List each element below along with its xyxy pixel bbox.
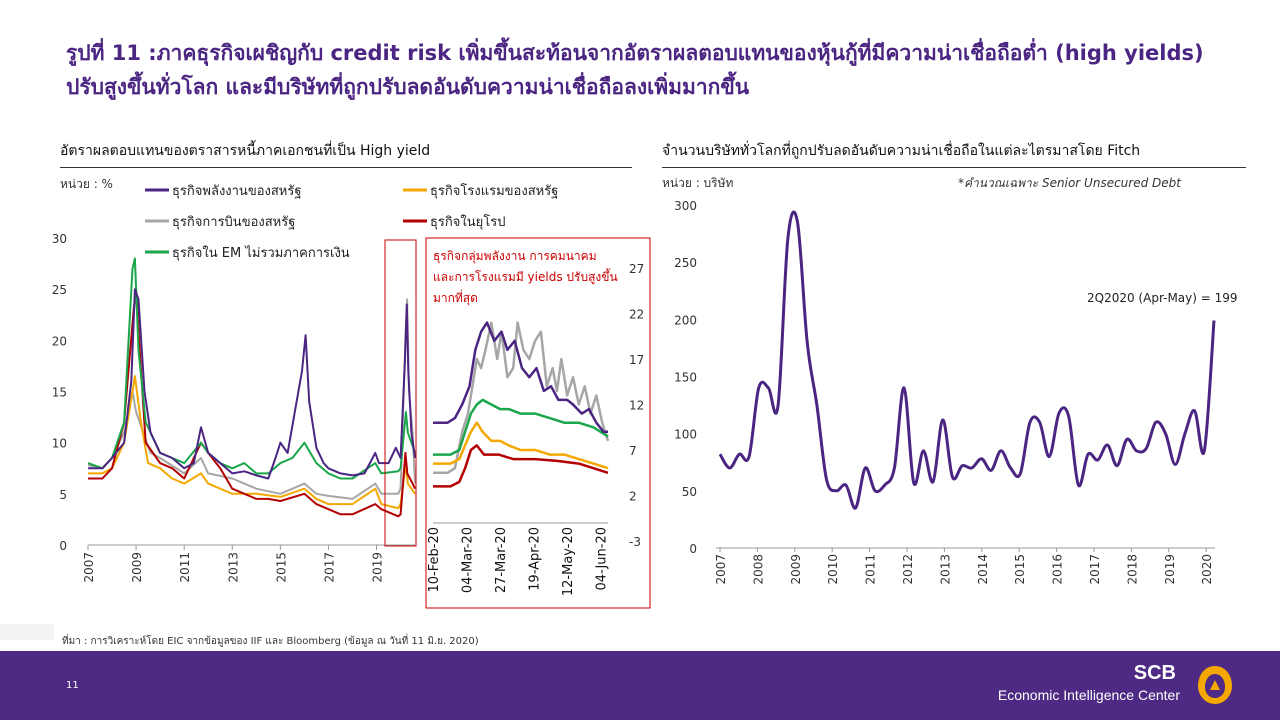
chart-high-yield-long: 0 5 10 15 20 25 30 2007 2009 2011 2013 2015 2017 2019 — [52, 232, 417, 583]
c3-x-tick: 2019 — [1163, 554, 1177, 585]
c2-annotation: ธุรกิจกลุ่มพลังงาน การคมนาคมและการโรงแรม… — [433, 249, 618, 306]
c2-annotation-line: ธุรกิจกลุ่มพลังงาน การคมนาคม — [433, 249, 597, 264]
source-note: ที่มา : การวิเคราะห์โดย EIC จากข้อมูลของ… — [62, 636, 479, 647]
c3-x-tick: 2020 — [1200, 554, 1214, 585]
c1-series-hotel — [88, 375, 416, 510]
right-panel-rule — [662, 167, 1246, 168]
legend: ธุรกิจพลังงานของสหรัฐ ธุรกิจโรงแรมของสหรั… — [145, 183, 558, 261]
c2-y-tick: 2 — [629, 490, 637, 504]
c2-y-tick: 22 — [629, 308, 644, 322]
brand-eic: Economic Intelligence Center — [997, 687, 1180, 703]
c2-x-tick: 12-May-20 — [561, 527, 576, 596]
c3-x-tick: 2010 — [826, 554, 840, 585]
right-panel-title: จำนวนบริษัททั่วโลกที่ถูกปรับลดอันดับความ… — [662, 143, 1141, 159]
c2-series-airline — [433, 321, 610, 475]
c2-series-energy — [433, 321, 608, 434]
c3-x-tick: 2014 — [976, 554, 990, 585]
c3-x-tick: 2016 — [1051, 554, 1065, 585]
c1-x-tick: 2007 — [82, 552, 96, 583]
c2-frame — [425, 237, 651, 609]
c1-x-tick: 2015 — [274, 552, 288, 583]
legend-label-hotel: ธุรกิจโรงแรมของสหรัฐ — [430, 183, 558, 199]
c1-y-tick: 20 — [52, 334, 67, 348]
legend-label-em: ธุรกิจใน EM ไม่รวมภาคการเงิน — [172, 245, 350, 261]
c3-y-tick: 300 — [674, 199, 697, 213]
c1-x-tick: 2013 — [226, 552, 240, 583]
c3-y-tick: 150 — [674, 371, 697, 385]
c3-x-tick: 2011 — [864, 554, 878, 585]
c1-series-em — [87, 257, 416, 480]
c3-y-tick: 100 — [674, 428, 697, 442]
c1-y-tick: 25 — [52, 283, 67, 297]
c3-x-tick: 2009 — [789, 554, 803, 585]
right-note: *คำนวณเฉพาะ Senior Unsecured Debt — [958, 176, 1181, 190]
c1-x-tick: 2019 — [371, 552, 385, 583]
c1-y-tick: 0 — [59, 539, 67, 553]
c3-x-tick: 2015 — [1013, 554, 1027, 585]
chart-fitch-downgrades: 0 50 100 150 200 250 300 2007 2008 2009 2010 2011 20… — [674, 199, 1237, 585]
c1-x-tick: 2011 — [178, 552, 192, 583]
c1-y-tick: 10 — [52, 437, 67, 451]
page-number: 11 — [66, 680, 79, 691]
charts-svg: ธุรกิจพลังงานของสหรัฐ ธุรกิจโรงแรมของสหรั… — [52, 183, 1238, 609]
ghost-box — [0, 624, 54, 640]
c1-y-tick: 15 — [52, 386, 67, 400]
c2-y-tick: 12 — [629, 399, 644, 413]
c2-y-tick: 7 — [629, 444, 637, 458]
c3-annotation: 2Q2020 (Apr-May) = 199 — [1087, 291, 1238, 305]
legend-label-europe: ธุรกิจในยุโรป — [430, 214, 505, 230]
brand-scb: SCB — [1133, 662, 1176, 684]
left-panel-title: อัตราผลตอบแทนของตราสารหนี้ภาคเอกชนที่เป็… — [60, 143, 431, 159]
c3-y-tick: 0 — [689, 542, 697, 556]
c1-highlight-box — [384, 239, 417, 547]
right-unit-label: หน่วย : บริษัท — [662, 176, 734, 190]
left-panel-rule — [60, 167, 632, 168]
c3-x-tick: 2012 — [901, 554, 915, 585]
c3-x-tick: 2007 — [714, 554, 728, 585]
c1-x-tick: 2017 — [322, 552, 336, 583]
chart-high-yield-zoom: ธุรกิจกลุ่มพลังงาน การคมนาคมและการโรงแรม… — [425, 237, 651, 609]
c3-x-tick: 2013 — [938, 554, 952, 585]
c2-series-europe — [433, 444, 609, 488]
scb-logo-icon — [1198, 666, 1232, 704]
c2-y-tick: 27 — [629, 262, 644, 276]
c1-series-energy — [88, 288, 416, 480]
legend-label-airline: ธุรกิจการบินของสหรัฐ — [172, 215, 295, 230]
legend-label-energy: ธุรกิจพลังงานของสหรัฐ — [172, 184, 302, 199]
c2-x-tick: 10-Feb-20 — [427, 527, 442, 592]
c1-y-tick: 30 — [52, 232, 67, 246]
c2-series-em — [433, 398, 609, 456]
c2-series-hotel — [433, 421, 609, 470]
c2-x-tick: 19-Apr-20 — [528, 527, 543, 591]
c2-annotation-line: และการโรงแรมมี yields ปรับสูงขึ้น — [433, 268, 618, 285]
c2-x-tick: 27-Mar-20 — [494, 527, 509, 593]
footer-bar — [0, 651, 1280, 720]
c2-y-tick: -3 — [629, 535, 641, 549]
page-title: รูปที่ 11 :ภาคธุรกิจเผชิญกับ credit risk… — [66, 41, 1204, 99]
c2-x-tick: 04-Mar-20 — [461, 527, 476, 593]
c1-y-tick: 5 — [59, 488, 67, 502]
c1-x-tick: 2009 — [130, 552, 144, 583]
c2-annotation-line: มากที่สุด — [433, 289, 478, 306]
c2-y-tick: 17 — [629, 353, 644, 367]
c2-x-tick: 04-Jun-20 — [595, 527, 610, 591]
c3-x-tick: 2018 — [1125, 554, 1139, 585]
left-unit-label: หน่วย : % — [60, 177, 113, 191]
c3-x-tick: 2008 — [751, 554, 765, 585]
c3-y-tick: 250 — [674, 256, 697, 270]
c3-series-downgrades — [718, 210, 1216, 510]
c3-y-tick: 50 — [682, 485, 697, 499]
c3-x-tick: 2017 — [1088, 554, 1102, 585]
c3-y-tick: 200 — [674, 313, 697, 327]
